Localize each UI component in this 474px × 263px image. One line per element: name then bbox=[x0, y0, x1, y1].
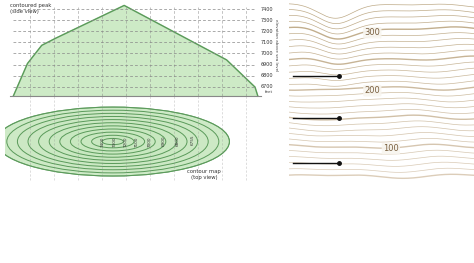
Text: contoured peak
(side view): contoured peak (side view) bbox=[10, 3, 52, 13]
Text: 6900: 6900 bbox=[261, 62, 273, 67]
Ellipse shape bbox=[81, 132, 145, 151]
Text: 7400: 7400 bbox=[261, 7, 273, 12]
Ellipse shape bbox=[18, 113, 208, 170]
Text: 6755: 6755 bbox=[191, 134, 194, 145]
Ellipse shape bbox=[49, 123, 176, 160]
Text: elevation above sea level: elevation above sea level bbox=[274, 19, 278, 72]
Text: 7000: 7000 bbox=[261, 51, 273, 56]
Text: 7200: 7200 bbox=[124, 137, 128, 147]
Ellipse shape bbox=[0, 107, 229, 176]
Text: 6900: 6900 bbox=[162, 136, 166, 146]
Text: 200: 200 bbox=[365, 86, 380, 95]
Text: 7200: 7200 bbox=[261, 29, 273, 34]
Text: 7100: 7100 bbox=[261, 40, 273, 45]
Text: 7400: 7400 bbox=[101, 137, 105, 147]
Text: feet: feet bbox=[265, 90, 273, 94]
Text: 100: 100 bbox=[383, 144, 399, 153]
Text: 7000: 7000 bbox=[148, 136, 152, 147]
Text: 300: 300 bbox=[365, 28, 380, 37]
Ellipse shape bbox=[60, 126, 166, 157]
Ellipse shape bbox=[0, 107, 229, 176]
Ellipse shape bbox=[38, 120, 187, 164]
Text: 7300: 7300 bbox=[261, 18, 273, 23]
Text: 6700: 6700 bbox=[261, 84, 273, 89]
Text: 7300: 7300 bbox=[112, 137, 116, 147]
Text: contour map
(top view): contour map (top view) bbox=[187, 169, 221, 180]
Ellipse shape bbox=[7, 110, 219, 173]
Ellipse shape bbox=[102, 138, 123, 145]
Text: 6800: 6800 bbox=[261, 73, 273, 78]
Text: What Is Contour Interval & How to Find
Contour Interval: What Is Contour Interval & How to Find C… bbox=[57, 202, 417, 242]
Ellipse shape bbox=[28, 117, 198, 167]
Polygon shape bbox=[13, 6, 258, 96]
Ellipse shape bbox=[91, 135, 134, 148]
Text: 6800: 6800 bbox=[176, 135, 180, 146]
Text: 7100: 7100 bbox=[135, 137, 139, 147]
Ellipse shape bbox=[71, 129, 155, 154]
